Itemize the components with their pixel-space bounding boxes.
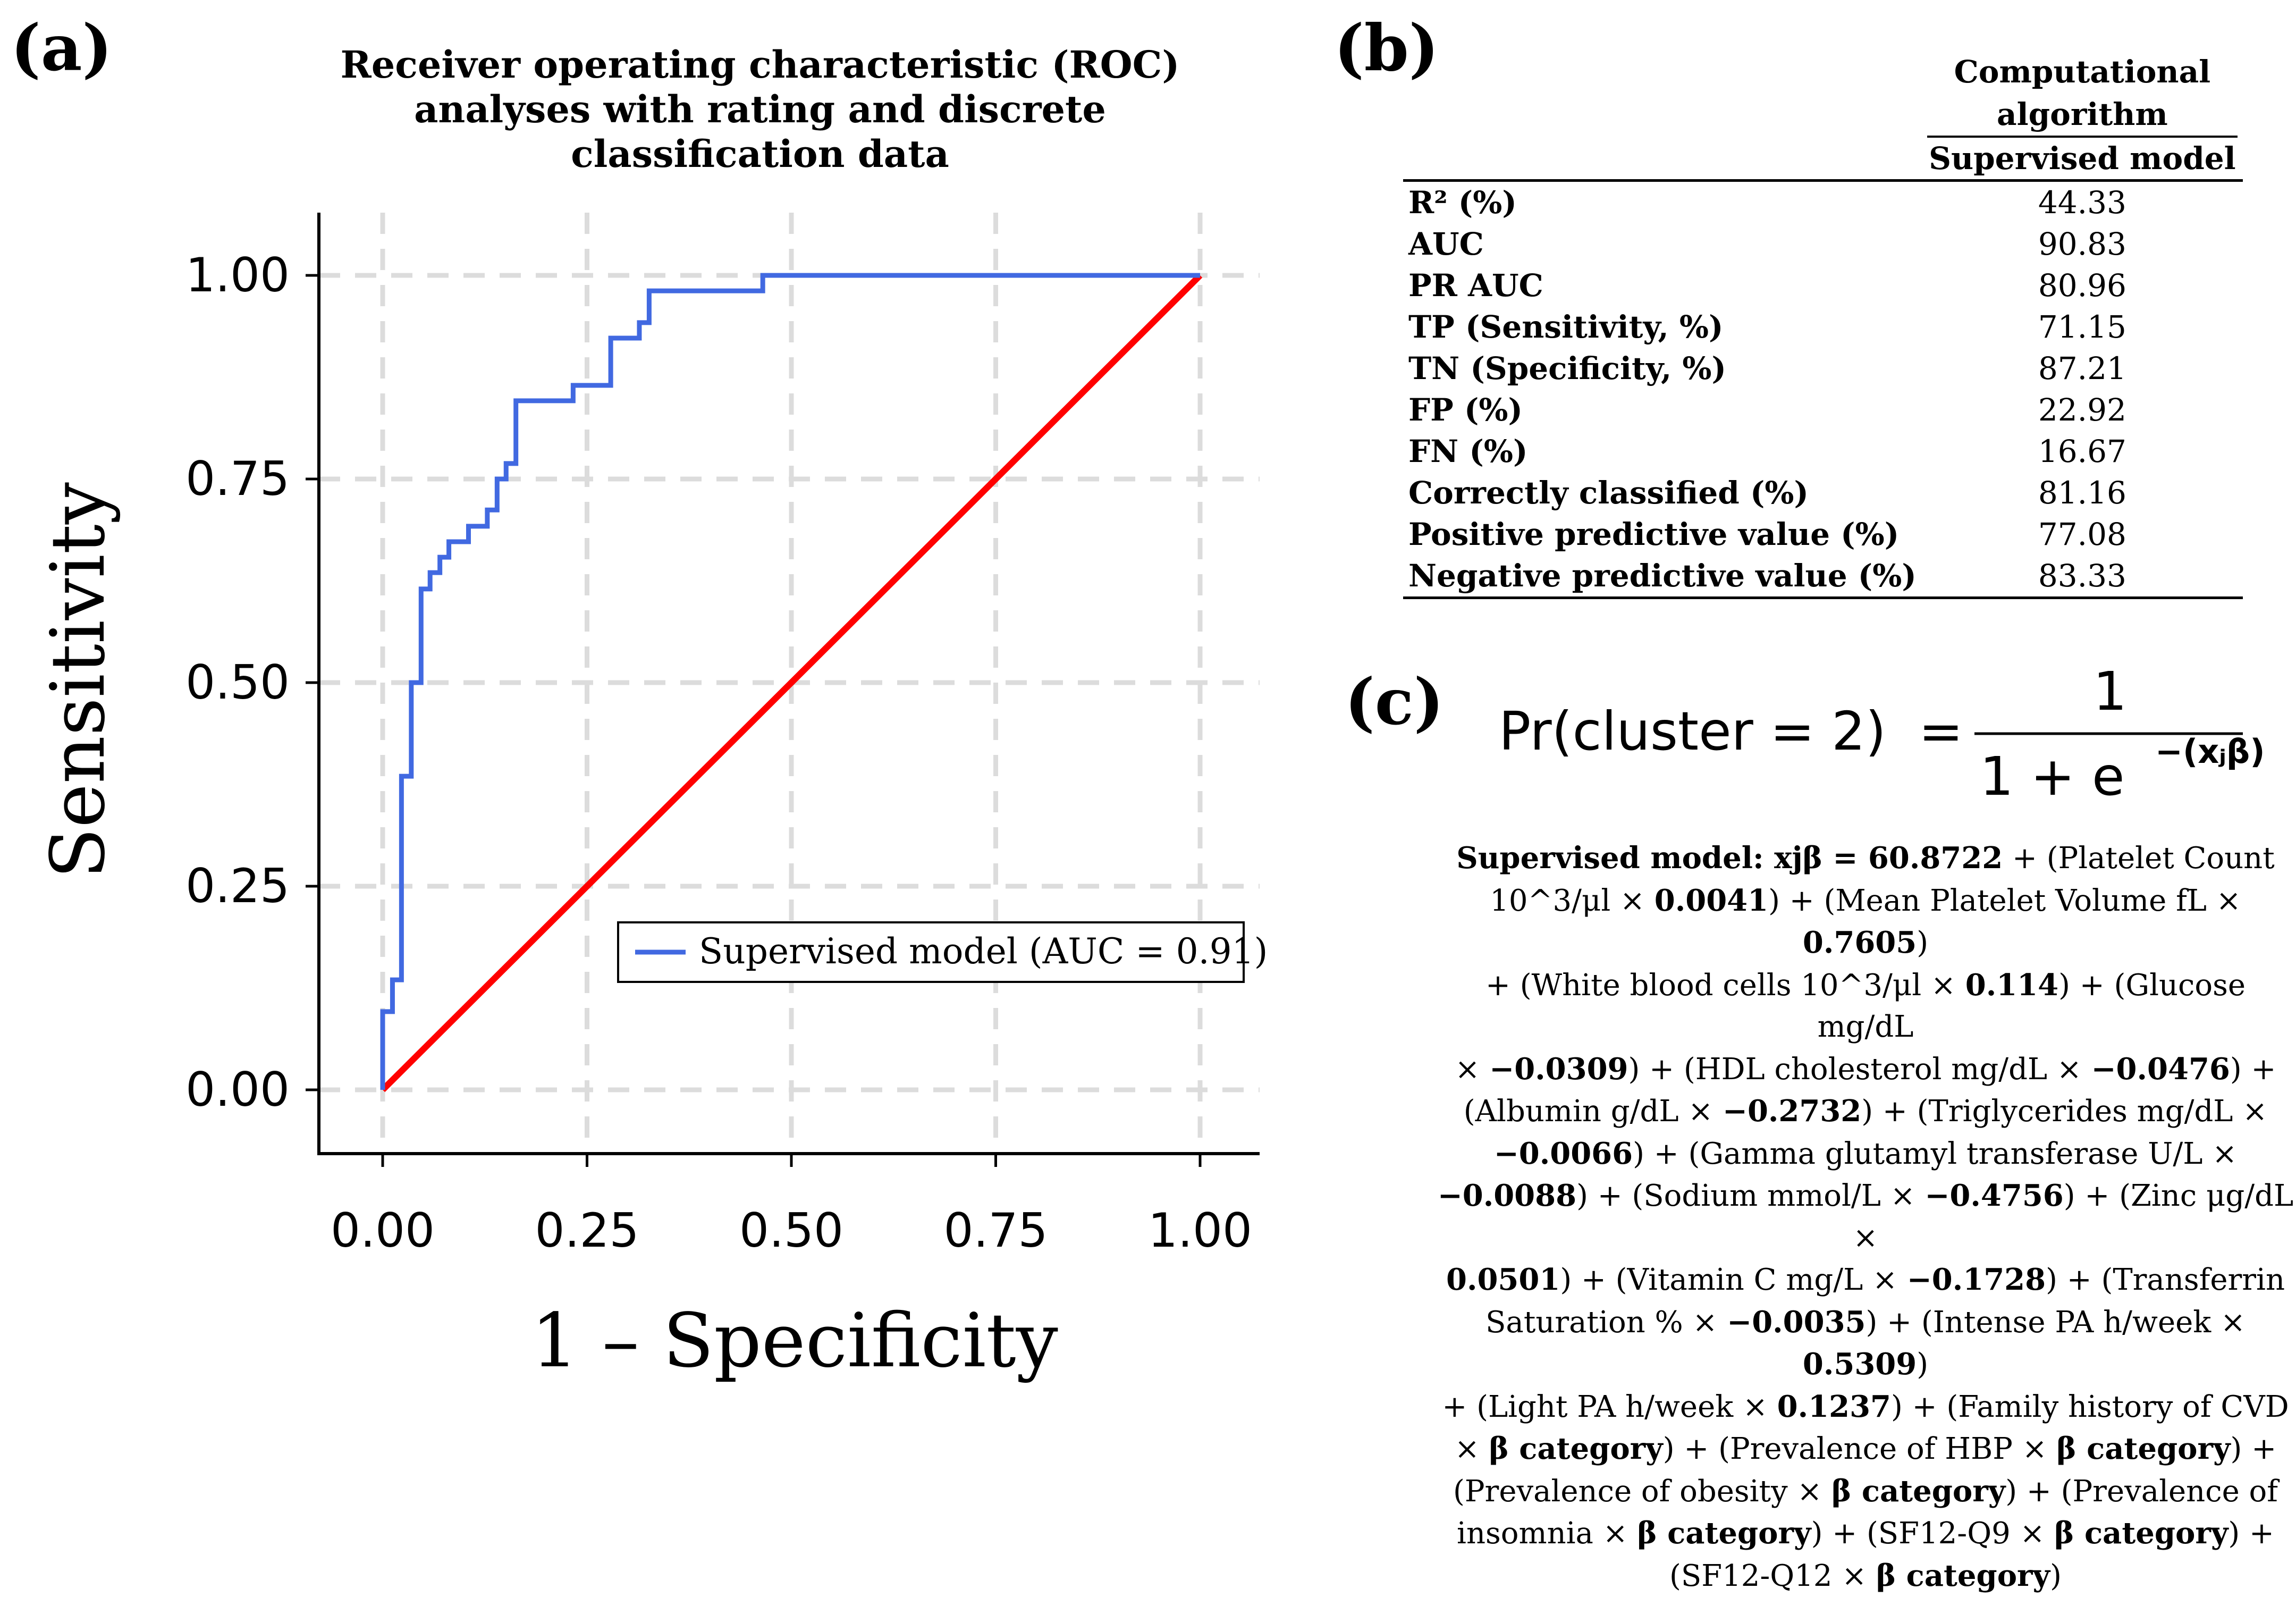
- legend: Supervised model (AUC = 0.91): [618, 922, 1268, 982]
- metric-value: 16.67: [1922, 431, 2243, 472]
- equation-line: −0.0066) + (Gamma glutamyl transferase U…: [1435, 1133, 2296, 1175]
- metric-label: Correctly classified (%): [1403, 472, 1922, 514]
- table-row: TN (Specificity, %)87.21: [1403, 348, 2243, 389]
- header-column: Supervised model: [1922, 138, 2243, 181]
- table-row: FN (%)16.67: [1403, 431, 2243, 472]
- equation-line: (Prevalence of obesity × β category) + (…: [1435, 1470, 2296, 1513]
- equation-line: insomnia × β category) + (SF12-Q9 × β ca…: [1435, 1512, 2296, 1555]
- metric-label: TP (Sensitivity, %): [1403, 306, 1922, 348]
- equation-line: Saturation % × −0.0035) + (Intense PA h/…: [1435, 1301, 2296, 1386]
- metric-label: Negative predictive value (%): [1403, 555, 1922, 598]
- equation-line: Supervised model: xjβ = 60.8722 + (Plate…: [1435, 837, 2296, 880]
- metric-value: 71.15: [1922, 306, 2243, 348]
- formula-lhs: Pr(cluster = 2): [1499, 700, 1886, 762]
- y-tick-label: 1.00: [185, 248, 290, 302]
- y-axis-label: Sensitivity: [35, 482, 122, 879]
- table-row: R² (%)44.33: [1403, 181, 2243, 224]
- metric-label: PR AUC: [1403, 265, 1922, 306]
- x-tick-label: 0.75: [944, 1203, 1048, 1258]
- legend-label: Supervised model (AUC = 0.91): [699, 931, 1268, 972]
- model-equation: Supervised model: xjβ = 60.8722 + (Plate…: [1435, 837, 2296, 1597]
- table-row: FP (%)22.92: [1403, 389, 2243, 431]
- metric-value: 80.96: [1922, 265, 2243, 306]
- formula-denominator: 1 + e: [1980, 745, 2125, 808]
- header-group-line-1: Computational: [1927, 51, 2238, 93]
- equation-line: 10^3/μl × 0.0041) + (Mean Platelet Volum…: [1435, 880, 2296, 964]
- table-row: TP (Sensitivity, %)71.15: [1403, 306, 2243, 348]
- metric-label: AUC: [1403, 223, 1922, 265]
- metric-value: 77.08: [1922, 514, 2243, 555]
- equation-line: −0.0088) + (Sodium mmol/L × −0.4756) + (…: [1435, 1175, 2296, 1259]
- x-tick-label: 0.00: [331, 1203, 435, 1258]
- roc-chart: 0.00 0.25 0.50 0.75 1.00 0.00 0.25 0.50 0.75 1.00…: [0, 0, 1329, 1442]
- header-group-line-2: algorithm: [1927, 93, 2238, 138]
- metric-value: 81.16: [1922, 472, 2243, 514]
- x-tick-label: 0.25: [535, 1203, 639, 1258]
- metric-value: 90.83: [1922, 223, 2243, 265]
- formula-numerator: 1: [2093, 660, 2127, 722]
- header-group: Computational algorithm: [1922, 51, 2243, 138]
- metric-value: 22.92: [1922, 389, 2243, 431]
- x-axis-label: 1 – Specificity: [531, 1298, 1058, 1384]
- metric-label: R² (%): [1403, 181, 1922, 224]
- metric-value: 87.21: [1922, 348, 2243, 389]
- table-row: Positive predictive value (%)77.08: [1403, 514, 2243, 555]
- metrics-table-panel: Computational algorithm Supervised model…: [1403, 51, 2243, 599]
- equation-line: + (Light PA h/week × 0.1237) + (Family h…: [1435, 1386, 2296, 1428]
- x-tick-label: 1.00: [1148, 1203, 1252, 1258]
- metric-value: 83.33: [1922, 555, 2243, 598]
- y-tick-label: 0.00: [185, 1062, 290, 1117]
- panel-label-c: (c): [1345, 665, 1444, 739]
- equation-line: (SF12-Q12 × β category): [1435, 1555, 2296, 1597]
- equation-line: 0.0501) + (Vitamin C mg/L × −0.1728) + (…: [1435, 1259, 2296, 1301]
- formula-equals: =: [1919, 700, 1963, 762]
- logistic-formula: Pr(cluster = 2) = 1 1 + e −(xⱼβ): [1493, 659, 2264, 819]
- metrics-table: Computational algorithm Supervised model…: [1403, 51, 2243, 599]
- y-tick-label: 0.25: [185, 859, 290, 913]
- metric-label: FN (%): [1403, 431, 1922, 472]
- metric-value: 44.33: [1922, 181, 2243, 224]
- table-row: Negative predictive value (%)83.33: [1403, 555, 2243, 598]
- equation-line: × −0.0309) + (HDL cholesterol mg/dL × −0…: [1435, 1048, 2296, 1091]
- y-tick-label: 0.75: [185, 451, 290, 506]
- formula-exponent: −(xⱼβ): [2155, 732, 2264, 771]
- table-row: Correctly classified (%)81.16: [1403, 472, 2243, 514]
- y-tick-label: 0.50: [185, 655, 290, 710]
- x-tick-label: 0.50: [739, 1203, 843, 1258]
- metric-label: FP (%): [1403, 389, 1922, 431]
- metric-label: TN (Specificity, %): [1403, 348, 1922, 389]
- equation-line: (Albumin g/dL × −0.2732) + (Triglyceride…: [1435, 1090, 2296, 1133]
- metric-label: Positive predictive value (%): [1403, 514, 1922, 555]
- equation-line: × β category) + (Prevalence of HBP × β c…: [1435, 1428, 2296, 1470]
- equation-line: + (White blood cells 10^3/μl × 0.114) + …: [1435, 964, 2296, 1048]
